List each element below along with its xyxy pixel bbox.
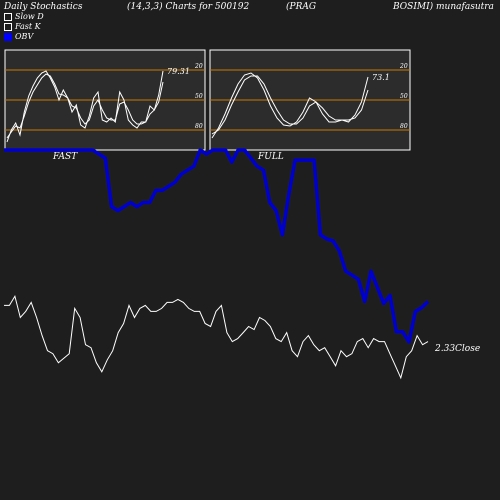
full-ytick-label: 50	[400, 93, 408, 100]
full-stochastic-panel: 80 50 20 73.1 FULL	[209, 49, 411, 162]
close-value-label: 2.33Close	[434, 344, 480, 354]
fast-stochastic-panel: 80 50 20 79.31 FAST	[4, 49, 206, 162]
fast-series-slow-d	[6, 73, 164, 139]
legend-obv: OBV	[4, 32, 33, 41]
fast-series-fast-k	[6, 70, 164, 143]
fast-value-label: 79.31	[167, 67, 190, 76]
legend-slow-d-label: Slow D	[15, 12, 44, 21]
chart-subtitle: (14,3,3) Charts for 500192	[127, 2, 250, 12]
full-value-label: 73.1	[372, 73, 390, 82]
obv-line	[4, 148, 430, 344]
legend-fast-k-label: Fast K	[15, 22, 41, 31]
symbol-prefix: (PRAG	[286, 2, 317, 12]
slow-d-swatch	[4, 12, 12, 21]
legend-slow-d: Slow D	[4, 12, 44, 21]
fast-panel-label: FAST	[52, 152, 78, 162]
fast-k-swatch	[4, 22, 12, 31]
symbol-suffix: BOSIMI) munafasutra	[393, 2, 494, 12]
full-ytick-label: 20	[399, 63, 408, 70]
fast-ytick-label: 80	[195, 123, 203, 130]
full-ytick-label: 80	[400, 123, 408, 130]
legend-fast-k: Fast K	[4, 22, 41, 31]
obv-swatch	[4, 32, 12, 41]
fast-ytick-label: 20	[194, 63, 203, 70]
full-panel-label: FULL	[257, 152, 284, 162]
fast-ytick-label: 50	[195, 93, 203, 100]
price-obv-area: 2.33Close	[4, 148, 480, 380]
full-series-slow-d	[211, 75, 369, 135]
close-line	[4, 295, 429, 380]
legend-obv-label: OBV	[15, 32, 34, 41]
chart-title: Daily Stochastics	[4, 2, 83, 12]
